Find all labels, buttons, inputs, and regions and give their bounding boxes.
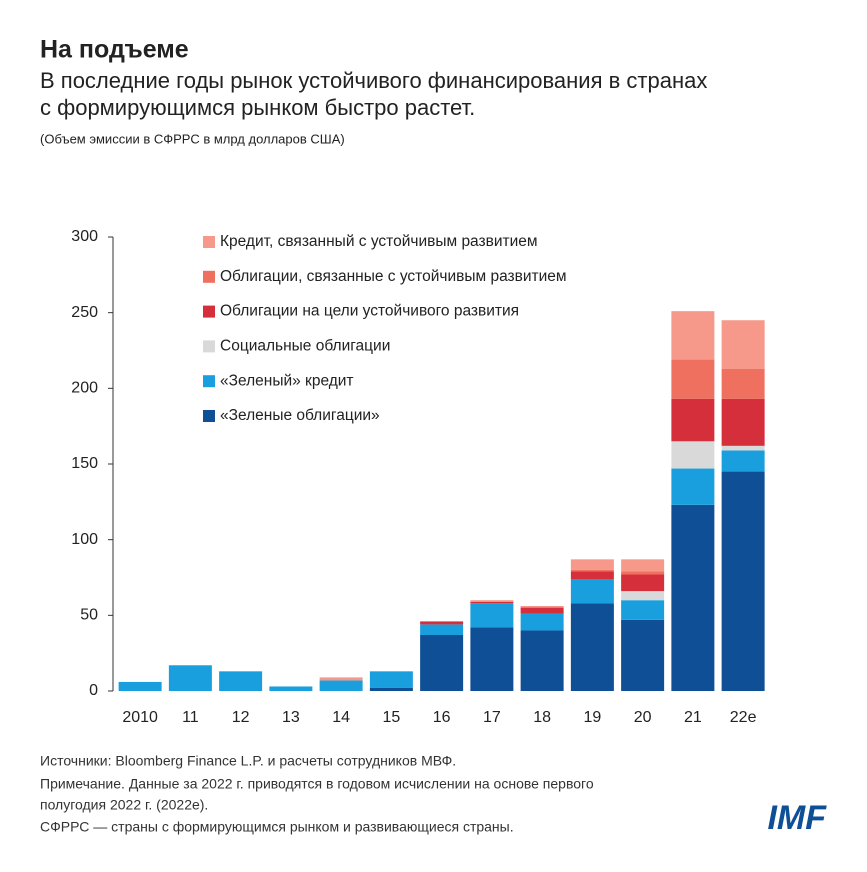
x-tick-label: 21: [684, 709, 702, 726]
bar-segment: [621, 619, 665, 691]
bar-segment: [621, 559, 665, 572]
bar-segment: [570, 559, 614, 570]
bar-segment: [671, 504, 715, 691]
y-tick-label: 150: [71, 455, 98, 472]
bar-segment: [621, 591, 665, 601]
x-tick-label: 17: [483, 709, 501, 726]
bar-segment: [520, 606, 564, 608]
bar-segment: [671, 359, 715, 399]
x-tick-label: 19: [583, 709, 601, 726]
bar-segment: [570, 603, 614, 691]
legend-label: Социальные облигации: [220, 337, 390, 354]
axis-label: (Объем эмиссии в СФРРС в млрд долларов С…: [40, 131, 345, 146]
bar-segment: [369, 687, 413, 691]
bar-segment: [118, 681, 162, 691]
bar-segment: [570, 579, 614, 604]
bar-segment: [671, 468, 715, 505]
bar-segment: [269, 686, 313, 691]
x-tick-label: 2010: [122, 709, 158, 726]
legend-swatch: [203, 236, 215, 248]
logo: IMF: [767, 799, 827, 837]
x-tick-label: 14: [332, 709, 350, 726]
bar-segment: [621, 571, 665, 575]
bar-segment: [671, 311, 715, 360]
bar-segment: [319, 680, 363, 691]
chart-title: На подъеме: [40, 36, 189, 64]
y-tick-label: 200: [71, 380, 98, 397]
subtitle: с формирующимся рынком быстро растет.: [40, 95, 475, 120]
x-tick-label: 22e: [730, 709, 757, 726]
bar-segment: [420, 624, 464, 636]
bar-segment: [671, 398, 715, 442]
bar-segment: [520, 630, 564, 691]
legend-swatch: [203, 340, 215, 353]
bar-segment: [721, 368, 765, 399]
bar-segment: [721, 471, 765, 691]
bar-segment: [219, 671, 263, 691]
y-tick-label: 250: [71, 304, 98, 321]
bar-segment: [621, 574, 665, 592]
note: Примечание. Данные за 2022 г. приводятся…: [40, 776, 594, 792]
bar-segment: [168, 665, 212, 691]
bar-segment: [470, 601, 514, 604]
bar-segment: [369, 671, 413, 688]
bar-segment: [621, 600, 665, 620]
legend-swatch: [203, 410, 215, 422]
y-tick-label: 0: [89, 682, 98, 699]
bar-segment: [420, 635, 464, 691]
y-tick-label: 50: [80, 607, 98, 624]
bar-segment: [721, 320, 765, 369]
legend-label: Кредит, связанный с устойчивым развитием: [220, 233, 538, 250]
bar-segment: [721, 398, 765, 446]
x-tick-label: 16: [433, 709, 451, 726]
legend-swatch: [203, 375, 215, 388]
x-tick-label: 12: [232, 709, 250, 726]
note: СФРРС — страны с формирующимся рынком и …: [40, 819, 514, 835]
bar-segment: [520, 607, 564, 614]
note: Источники: Bloomberg Finance L.P. и расч…: [40, 753, 456, 769]
x-tick-label: 20: [634, 709, 652, 726]
bar-segment: [470, 627, 514, 691]
legend-label: «Зеленые облигации»: [220, 407, 380, 424]
bar-segment: [420, 621, 464, 625]
legend-label: «Зеленый» кредит: [220, 372, 354, 389]
legend-label: Облигации на цели устойчивого развития: [220, 303, 519, 320]
legend-label: Облигации, связанные с устойчивым развит…: [220, 268, 567, 285]
bar-segment: [520, 613, 564, 631]
x-tick-label: 15: [382, 709, 400, 726]
note: полугодия 2022 г. (2022e).: [40, 797, 208, 813]
bar-segment: [319, 677, 363, 681]
legend-swatch: [203, 305, 215, 318]
x-tick-label: 13: [282, 709, 300, 726]
subtitle: В последние годы рынок устойчивого финан…: [40, 68, 707, 93]
bar-segment: [470, 603, 514, 628]
x-tick-label: 18: [533, 709, 551, 726]
y-tick-label: 300: [71, 228, 98, 245]
x-tick-label: 11: [182, 709, 199, 726]
bar-segment: [671, 441, 715, 469]
bar-segment: [570, 569, 614, 572]
bar-segment: [470, 600, 514, 602]
bar-segment: [570, 571, 614, 580]
bar-segment: [721, 445, 765, 451]
legend-swatch: [203, 270, 215, 283]
y-tick-label: 100: [71, 531, 98, 548]
bar-segment: [721, 450, 765, 472]
